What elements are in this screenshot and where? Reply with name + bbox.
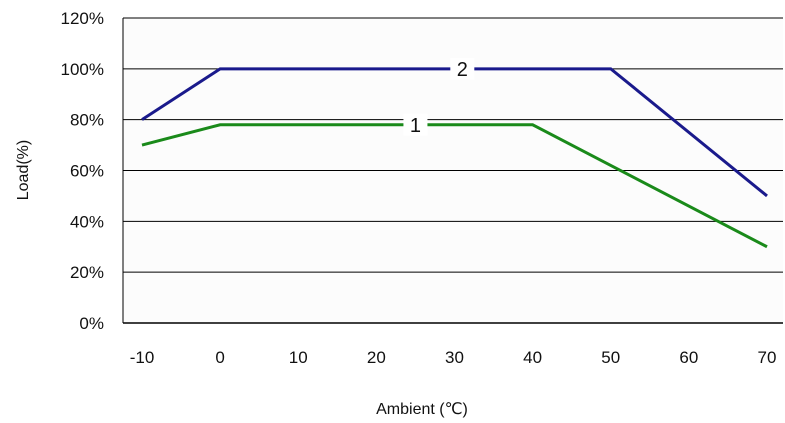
series-labels: 12 <box>403 57 475 137</box>
x-tick-label: -10 <box>130 348 155 367</box>
x-tick-label: 70 <box>758 348 777 367</box>
x-tick-label: 30 <box>445 348 464 367</box>
y-axis-title: Load(%) <box>15 140 32 200</box>
x-tick-labels: -10 0 10 20 30 40 50 60 70 <box>130 348 777 367</box>
series-label-bg <box>450 57 475 80</box>
y-tick-label: 120% <box>61 9 104 28</box>
y-tick-label: 60% <box>70 162 104 181</box>
x-axis-title: Ambient (℃) <box>376 401 468 418</box>
y-tick-label: 20% <box>70 263 104 282</box>
series-lines <box>141 67 768 249</box>
x-tick-label: 50 <box>601 348 620 367</box>
series-label-2: 2 <box>457 59 468 81</box>
y-tick-label: 80% <box>70 111 104 130</box>
gridlines <box>123 17 783 273</box>
series-label-1: 1 <box>410 115 421 137</box>
series-line-2 <box>141 67 768 198</box>
x-tick-label: 40 <box>523 348 542 367</box>
y-tick-label: 100% <box>61 60 104 79</box>
x-tick-label: 20 <box>367 348 386 367</box>
y-tick-label: 0% <box>79 314 104 333</box>
x-tick-label: 60 <box>679 348 698 367</box>
x-tick-label: 0 <box>215 348 224 367</box>
axes <box>122 18 783 324</box>
series-label-bg <box>403 113 428 136</box>
y-tick-label: 40% <box>70 212 104 231</box>
x-tick-label: 10 <box>289 348 308 367</box>
y-tick-labels: 0% 20% 40% 60% 80% 100% 120% <box>61 9 104 333</box>
series-line-1 <box>141 123 768 249</box>
